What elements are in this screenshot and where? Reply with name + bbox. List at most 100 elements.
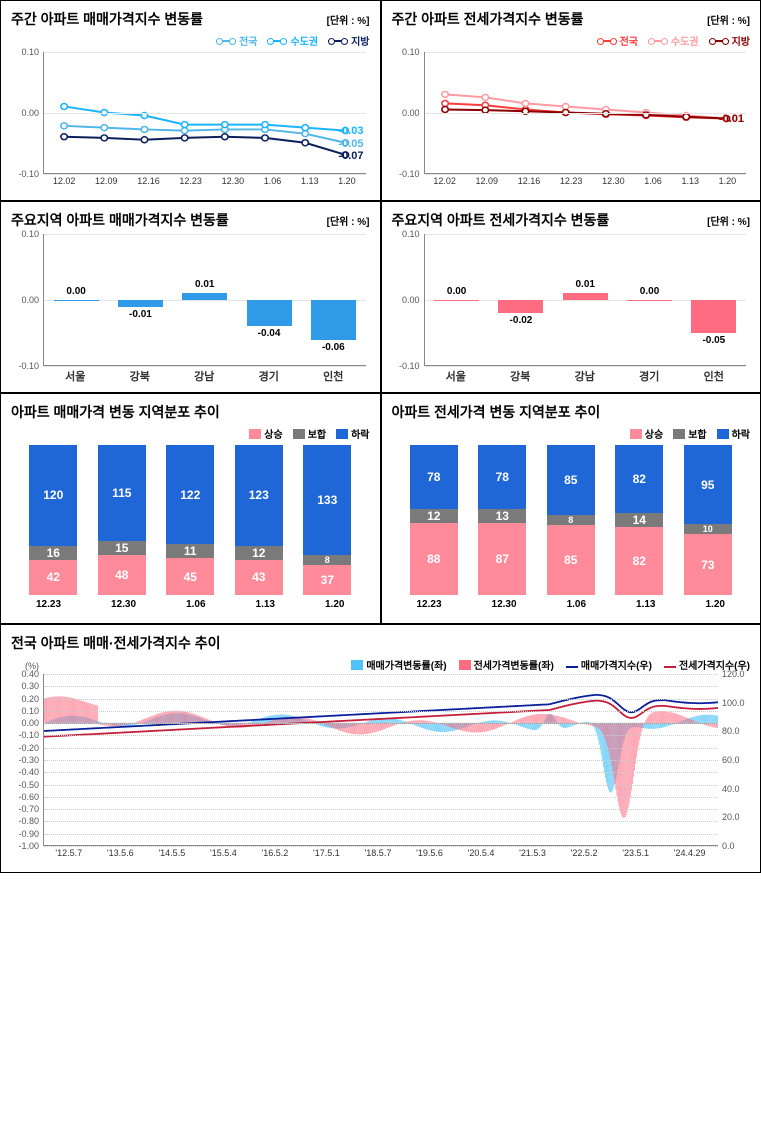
legend-item: 보합 xyxy=(293,426,326,441)
stack-segment: 78 xyxy=(478,445,526,509)
plot-area: 0.100.00-0.100.00-0.020.010.00-0.05서울강북강… xyxy=(392,234,751,384)
legend-marker xyxy=(709,40,729,42)
x-tick: 12.23 xyxy=(560,176,583,192)
x-tick: '23.5.1 xyxy=(622,848,649,864)
x-tick: 12.16 xyxy=(518,176,541,192)
stack-bar: 1201642 xyxy=(29,445,77,595)
y-tick: 80.0 xyxy=(722,726,740,736)
combo-chart: 전국 아파트 매매·전세가격지수 추이매매가격변동률(좌)전세가격변동률(좌)매… xyxy=(0,624,761,873)
legend-label: 상승 xyxy=(645,426,663,441)
legend: 상승보합하락 xyxy=(392,426,751,441)
x-tick: 12.09 xyxy=(476,176,499,192)
y-tick: 0.40 xyxy=(21,669,39,679)
stack-segment: 115 xyxy=(98,445,146,541)
stack-segment: 73 xyxy=(684,534,732,595)
grid-line xyxy=(44,846,718,847)
legend-label: 지방 xyxy=(351,33,369,48)
stack-segment: 45 xyxy=(166,558,214,595)
bar xyxy=(627,300,672,301)
grid-line xyxy=(44,52,366,53)
grid-line xyxy=(425,234,747,235)
legend-label: 하락 xyxy=(732,426,750,441)
y-axis: 0.100.00-0.10 xyxy=(392,234,424,366)
y-tick: -1.00 xyxy=(18,841,39,851)
plot: -0.01-0.01-0.01 xyxy=(424,52,747,174)
y-tick: -0.90 xyxy=(18,829,39,839)
end-label: -0.03 xyxy=(338,125,363,137)
stack-chart-0: 아파트 매매가격 변동 지역분포 추이상승보합하락120164211515481… xyxy=(0,393,381,624)
plot-area: 7812887813878588582148295107312.2312.301… xyxy=(392,445,751,615)
y-tick: 20.0 xyxy=(722,812,740,822)
legend-swatch xyxy=(249,429,261,439)
y-tick: -0.50 xyxy=(18,780,39,790)
x-tick: 1.13 xyxy=(636,599,655,615)
bar-value-label: 0.01 xyxy=(173,279,237,290)
y-tick: 0.00 xyxy=(21,718,39,728)
bar-value-label: -0.01 xyxy=(108,309,172,320)
bar xyxy=(498,300,543,313)
y-tick: 0.10 xyxy=(21,47,39,57)
chart-title: 주요지역 아파트 매매가격지수 변동률 xyxy=(11,210,229,230)
legend-swatch xyxy=(664,666,676,668)
grid-line xyxy=(44,234,366,235)
legend-swatch xyxy=(717,429,729,439)
legend-item: 하락 xyxy=(336,426,369,441)
grid-line xyxy=(44,686,718,687)
legend-item: 지방 xyxy=(709,33,750,48)
x-tick: 12.23 xyxy=(417,599,442,615)
x-tick: 12.09 xyxy=(95,176,118,192)
bar-value-label: -0.05 xyxy=(682,335,746,346)
unit-label: [단위 : %] xyxy=(327,213,370,228)
x-tick: 12.02 xyxy=(433,176,456,192)
legend-item: 전세가격변동률(좌) xyxy=(459,657,554,672)
bar-value-label: -0.04 xyxy=(237,328,301,339)
x-tick: '16.5.2 xyxy=(262,848,289,864)
y-tick: 0.10 xyxy=(402,47,420,57)
x-tick: 12.16 xyxy=(137,176,160,192)
y-tick: 0.20 xyxy=(21,694,39,704)
chart-title: 주간 아파트 매매가격지수 변동률 xyxy=(11,9,203,29)
bar xyxy=(434,300,479,301)
legend-item: 상승 xyxy=(630,426,663,441)
stack-bar: 1221145 xyxy=(166,445,214,595)
legend-item: 매매가격지수(우) xyxy=(566,657,652,672)
y-tick: 0.00 xyxy=(21,108,39,118)
x-tick: '15.5.4 xyxy=(210,848,237,864)
legend: 매매가격변동률(좌)전세가격변동률(좌)매매가격지수(우)전세가격지수(우) xyxy=(11,657,750,672)
unit-label: [단위 : %] xyxy=(327,12,370,27)
y-tick: 0.00 xyxy=(402,295,420,305)
y-tick: 0.10 xyxy=(402,229,420,239)
stack-segment: 37 xyxy=(303,565,351,595)
x-tick: 경기 xyxy=(259,368,279,384)
legend: 전국수도권지방 xyxy=(392,33,751,48)
stack-segment: 95 xyxy=(684,445,732,524)
y-axis-left: (%)0.400.300.200.100.00-0.10-0.20-0.30-0… xyxy=(11,674,43,846)
stack-bar: 781387 xyxy=(478,445,526,595)
legend-item: 수도권 xyxy=(648,33,699,48)
x-axis: 서울강북강남경기인천 xyxy=(424,368,747,384)
stack-segment: 82 xyxy=(615,527,663,595)
line-chart-0: 주간 아파트 매매가격지수 변동률[단위 : %]전국수도권지방0.100.00… xyxy=(0,0,381,201)
y-tick: -0.10 xyxy=(399,361,420,371)
legend-label: 매매가격변동률(좌) xyxy=(366,657,446,672)
legend-swatch xyxy=(673,429,685,439)
x-axis: 12.2312.301.061.131.20 xyxy=(11,599,370,615)
stack-bar: 781288 xyxy=(410,445,458,595)
x-tick: 1.20 xyxy=(719,176,737,192)
y-tick: -0.10 xyxy=(18,361,39,371)
stack-bar: 85885 xyxy=(547,445,595,595)
chart-title: 주요지역 아파트 전세가격지수 변동률 xyxy=(392,210,610,230)
bar-value-label: 0.00 xyxy=(44,286,108,297)
bar xyxy=(563,293,608,300)
y-axis: 0.100.00-0.10 xyxy=(11,234,43,366)
y-axis: 0.100.00-0.10 xyxy=(11,52,43,174)
x-axis: '12.5.7'13.5.6'14.5.5'15.5.4'16.5.2'17.5… xyxy=(43,848,718,864)
legend-marker xyxy=(328,40,348,42)
y-tick: -0.80 xyxy=(18,816,39,826)
legend-item: 지방 xyxy=(328,33,369,48)
grid-line xyxy=(425,113,747,114)
bar xyxy=(247,300,292,326)
stack-segment: 87 xyxy=(478,523,526,595)
bar-value-label: -0.02 xyxy=(489,315,553,326)
unit-label: [단위 : %] xyxy=(707,12,750,27)
